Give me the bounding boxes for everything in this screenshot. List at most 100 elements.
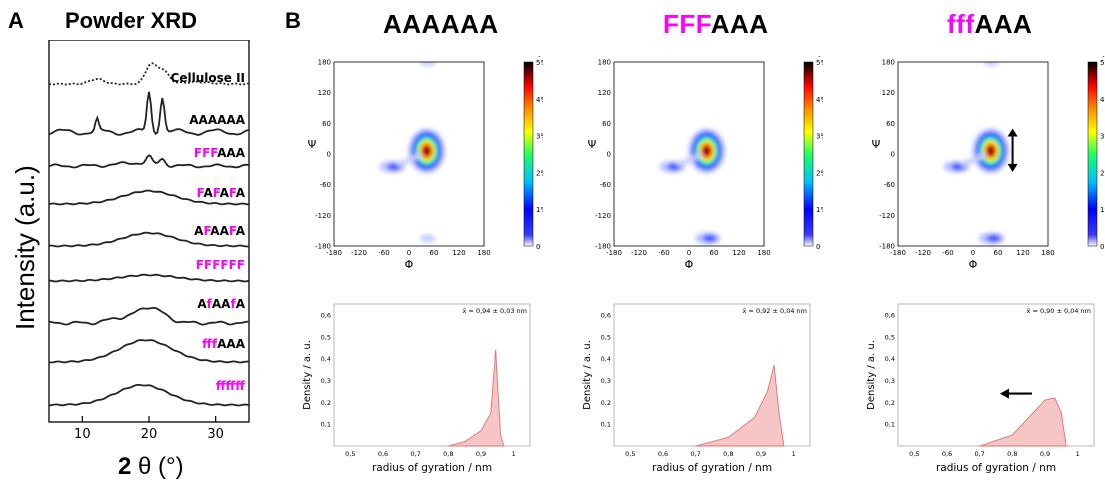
phi-axis-label: Φ	[969, 258, 978, 271]
panel-a-title: Powder XRD	[65, 8, 198, 33]
rg-x-tick-label: 0,9	[756, 450, 766, 458]
xrd-tick-label: 10	[74, 427, 91, 442]
colorbar-tick-label: 0	[536, 243, 540, 251]
ramachandran-plot: 180 120 60 0 -60 -120 -180-180 -120 -60 0 60 120 180…	[588, 56, 823, 271]
psi-spread-arrow-head	[1007, 128, 1018, 137]
density-hotspot	[419, 234, 436, 243]
rg-y-tick-label: 0,1	[601, 421, 611, 429]
psi-tick-label: 0	[327, 151, 331, 159]
rg-y-tick-label: 0,3	[601, 377, 611, 385]
panel-a-ylabel: Intensity (a.u.)	[10, 165, 40, 330]
rg-y-tick-label: 0,5	[321, 333, 331, 341]
colorbar-tick-label: 2%	[1100, 169, 1105, 177]
rg-y-tick-label: 0,3	[885, 377, 895, 385]
psi-tick-label: -180	[595, 243, 611, 251]
xrd-trace	[48, 154, 250, 169]
phi-tick-label: 180	[1041, 249, 1054, 257]
psi-tick-label: -180	[315, 243, 331, 251]
xrd-trace	[48, 273, 250, 283]
psi-spread-arrow-head	[1007, 163, 1018, 172]
rg-y-tick-label: 0,2	[321, 399, 331, 407]
density-hotspot	[702, 234, 717, 242]
phi-tick-label: -60	[942, 249, 953, 257]
rg-y-tick-label: 0,4	[321, 355, 331, 363]
rg-y-tick-label: 0,4	[601, 355, 611, 363]
rg-y-axis-label: Density / a. u.	[302, 340, 313, 410]
colorbar-tick-label: 3%	[1100, 133, 1105, 141]
rg-y-axis-label: Density / a. u.	[582, 340, 593, 410]
xlabel-two: 2	[118, 453, 132, 480]
column-title-segment: FFF	[663, 9, 711, 39]
density-hotspot	[703, 146, 710, 155]
rg-x-tick-label: 0,9	[1040, 450, 1050, 458]
phi-tick-label: 60	[710, 249, 719, 257]
density-hotspot	[395, 151, 423, 167]
xrd-trace-label: fffAAA	[202, 337, 246, 351]
rg-x-tick-label: 1	[512, 450, 516, 458]
density-hotspot	[983, 62, 1000, 66]
rg-y-tick-label: 0,5	[601, 333, 611, 341]
xrd-trace	[48, 91, 250, 136]
psi-axis-label: Ψ	[872, 138, 881, 151]
xrd-trace-label: AAAAAA	[189, 113, 245, 127]
phi-tick-label: 0	[971, 249, 975, 257]
psi-tick-label: 180	[598, 59, 611, 67]
rg-x-tick-label: 0,9	[476, 450, 486, 458]
colorbar-tick-label: 1%	[816, 206, 823, 214]
xrd-trace-label: ffffff	[216, 379, 245, 393]
rg-y-tick-label: 0,2	[885, 399, 895, 407]
xrd-trace	[48, 62, 250, 86]
rg-x-tick-label: 0,8	[443, 450, 453, 458]
xrd-tick-label: 30	[207, 427, 224, 442]
xrd-trace-label: FFFFFF	[196, 258, 245, 272]
colorbar-tick-label: 1%	[536, 206, 543, 214]
colorbar-tick-label: 0	[1100, 243, 1104, 251]
phi-tick-label: -120	[915, 249, 931, 257]
psi-tick-label: 180	[882, 59, 895, 67]
colorbar	[523, 61, 534, 247]
psi-tick-label: -60	[600, 181, 611, 189]
psi-tick-label: -60	[884, 181, 895, 189]
rg-x-tick-label: 1	[1076, 450, 1080, 458]
rg-x-axis-label: radius of gyration / nm	[652, 462, 772, 474]
colorbar-tick-label: 1%	[1100, 206, 1105, 214]
rg-y-tick-label: 0,6	[321, 311, 331, 319]
density-hotspot	[419, 62, 436, 66]
rg-x-tick-label: 0,6	[658, 450, 668, 458]
colorbar-tick-label: 5%	[1100, 59, 1105, 67]
xrd-trace-label: AfAAfA	[197, 297, 245, 311]
shift-arrow-head	[999, 388, 1009, 399]
phi-tick-label: -180	[326, 249, 342, 257]
colorbar-tick-label: 2%	[816, 169, 823, 177]
rg-y-tick-label: 0,3	[321, 377, 331, 385]
colorbar-tick-label: 4%	[1100, 96, 1105, 104]
rg-x-tick-label: 0,7	[974, 450, 984, 458]
column-title-segment: AAAAAA	[383, 9, 499, 39]
rg-density-area	[695, 364, 785, 447]
rg-y-tick-label: 0,4	[885, 355, 895, 363]
column-title: AAAAAA	[383, 9, 499, 40]
colorbar-title: Density	[1080, 56, 1105, 58]
rg-x-tick-label: 0,5	[909, 450, 919, 458]
rg-frame	[897, 303, 1095, 447]
phi-tick-label: -180	[606, 249, 622, 257]
rg-y-tick-label: 0,2	[601, 399, 611, 407]
phi-tick-label: 180	[477, 249, 490, 257]
phi-tick-label: 120	[1016, 249, 1029, 257]
panel-a-letter: A	[8, 8, 24, 33]
colorbar-tick-label: 3%	[816, 133, 823, 141]
xrd-trace-label: FFFAAA	[194, 146, 246, 160]
colorbar-tick-label: 4%	[536, 96, 543, 104]
column-title-segment: AAA	[974, 9, 1033, 39]
psi-tick-label: -120	[315, 212, 331, 220]
phi-tick-label: -120	[631, 249, 647, 257]
xrd-trace-label: FAFAFA	[197, 186, 246, 200]
colorbar-tick-label: 5%	[816, 59, 823, 67]
rg-x-tick-label: 0,6	[942, 450, 952, 458]
psi-tick-label: 60	[602, 120, 611, 128]
rg-x-axis-label: radius of gyration / nm	[936, 462, 1056, 474]
rg-x-tick-label: 0,8	[723, 450, 733, 458]
colorbar-tick-label: 2%	[536, 169, 543, 177]
psi-tick-label: 0	[891, 151, 895, 159]
phi-tick-label: -60	[378, 249, 389, 257]
